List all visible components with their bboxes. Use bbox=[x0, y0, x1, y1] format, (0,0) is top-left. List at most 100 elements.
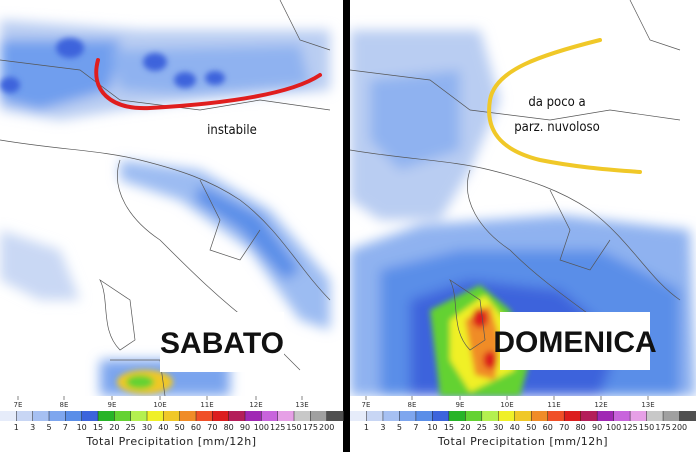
colorbar-segment bbox=[366, 411, 384, 421]
day-label: DOMENICA bbox=[493, 326, 656, 359]
colorbar-segment bbox=[399, 411, 417, 421]
colorbar-title: Total Precipitation [mm/12h] bbox=[437, 435, 608, 448]
colorbar-segment bbox=[0, 411, 17, 421]
colorbar-segment bbox=[277, 411, 295, 421]
colorbar-label: 60 bbox=[191, 423, 201, 432]
colorbar-segment bbox=[547, 411, 565, 421]
annotation-curve bbox=[487, 38, 642, 174]
colorbar-segment bbox=[630, 411, 648, 421]
colorbar-segment bbox=[382, 411, 400, 421]
colorbar-segment bbox=[514, 411, 532, 421]
colorbar-label: 7 bbox=[63, 423, 68, 432]
colorbar-label: 50 bbox=[526, 423, 536, 432]
axis-strip bbox=[0, 396, 343, 410]
colorbar-segment bbox=[228, 411, 246, 421]
day-label-box bbox=[160, 312, 284, 372]
lon-label: 11E bbox=[547, 401, 560, 409]
colorbar-label: 5 bbox=[46, 423, 51, 432]
colorbar-segment bbox=[163, 411, 181, 421]
lon-label: 10E bbox=[500, 401, 513, 409]
colorbar-segment bbox=[448, 411, 466, 421]
annotation: parz. nuvoloso bbox=[514, 120, 600, 135]
colorbar-label: 5 bbox=[397, 423, 402, 432]
lon-label: 13E bbox=[295, 401, 308, 409]
colorbar-segment bbox=[326, 411, 344, 421]
colorbar-segment bbox=[245, 411, 262, 421]
colorbar-segment bbox=[310, 411, 328, 421]
colorbar-segment bbox=[663, 411, 681, 421]
colorbar-label: 80 bbox=[224, 423, 234, 432]
annotation: da poco a bbox=[528, 95, 585, 110]
colorbar-segment bbox=[580, 411, 598, 421]
lon-label: 13E bbox=[641, 401, 654, 409]
colorbar-label: 100 bbox=[254, 423, 269, 432]
annotation: instabile bbox=[207, 123, 257, 138]
colorbar-segment bbox=[32, 411, 50, 421]
colorbar-segment bbox=[196, 411, 213, 421]
colorbar-title: Total Precipitation [mm/12h] bbox=[85, 435, 256, 448]
colorbar-label: 70 bbox=[559, 423, 569, 432]
colorbar-segment bbox=[16, 411, 34, 421]
colorbar-label: 150 bbox=[286, 423, 301, 432]
colorbar-segment bbox=[679, 411, 696, 421]
colorbar-label: 125 bbox=[270, 423, 285, 432]
colorbar-segment bbox=[65, 411, 83, 421]
lon-label: 9E bbox=[108, 401, 117, 409]
map-left bbox=[0, 0, 331, 396]
colorbar-segment bbox=[531, 411, 549, 421]
colorbar-label: 40 bbox=[510, 423, 520, 432]
colorbar-label: 150 bbox=[639, 423, 654, 432]
colorbar-label: 125 bbox=[622, 423, 637, 432]
lon-label: 7E bbox=[362, 401, 371, 409]
colorbar-segment bbox=[98, 411, 115, 421]
axis-strip bbox=[350, 396, 696, 410]
colorbar-label: 50 bbox=[175, 423, 185, 432]
colorbar-label: 70 bbox=[207, 423, 217, 432]
colorbar-label: 175 bbox=[655, 423, 670, 432]
colorbar-label: 100 bbox=[606, 423, 621, 432]
colorbar-segment bbox=[294, 411, 311, 421]
colorbar-segment bbox=[597, 411, 615, 421]
colorbar-label: 7 bbox=[413, 423, 418, 432]
colorbar-label: 20 bbox=[460, 423, 470, 432]
colorbar-segment bbox=[564, 411, 582, 421]
colorbar-label: 1 bbox=[14, 423, 19, 432]
colorbar-label: 40 bbox=[158, 423, 168, 432]
colorbar-segment bbox=[415, 411, 433, 421]
colorbar-label: 3 bbox=[30, 423, 35, 432]
colorbar-segment bbox=[147, 411, 164, 421]
colorbar-segment bbox=[465, 411, 483, 421]
annotation-curve bbox=[94, 58, 322, 111]
colorbar-label: 30 bbox=[142, 423, 152, 432]
colorbar-label: 90 bbox=[240, 423, 250, 432]
colorbar-label: 60 bbox=[543, 423, 553, 432]
day-label: SABATO bbox=[160, 327, 284, 360]
colorbar-segment bbox=[261, 411, 279, 421]
lon-label: 11E bbox=[200, 401, 213, 409]
lon-label: 9E bbox=[456, 401, 465, 409]
colorbar-label: 15 bbox=[444, 423, 454, 432]
lon-label: 12E bbox=[249, 401, 262, 409]
colorbar-label: 20 bbox=[109, 423, 119, 432]
lon-label: 8E bbox=[408, 401, 417, 409]
colorbar-segment bbox=[212, 411, 230, 421]
day-label-box bbox=[500, 312, 650, 370]
colorbar-label: 25 bbox=[126, 423, 136, 432]
colorbar-segment bbox=[114, 411, 132, 421]
colorbar-segment bbox=[646, 411, 664, 421]
colorbar-segment bbox=[130, 411, 148, 421]
colorbar-label: 175 bbox=[303, 423, 318, 432]
colorbar-label: 15 bbox=[93, 423, 103, 432]
colorbar-segment bbox=[498, 411, 516, 421]
divider bbox=[343, 0, 350, 452]
colorbar-label: 25 bbox=[477, 423, 487, 432]
colorbar-segment bbox=[432, 411, 450, 421]
lon-label: 12E bbox=[594, 401, 607, 409]
colorbar-segment bbox=[481, 411, 499, 421]
colorbar-segment bbox=[350, 411, 367, 421]
colorbar-segment bbox=[179, 411, 197, 421]
colorbar-label: 80 bbox=[576, 423, 586, 432]
lon-label: 8E bbox=[60, 401, 69, 409]
colorbar-label: 30 bbox=[493, 423, 503, 432]
